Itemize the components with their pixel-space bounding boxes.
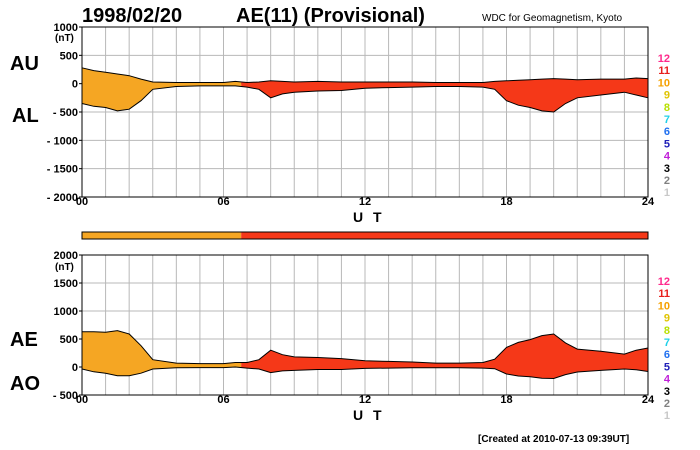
series-line-ae [82, 330, 649, 365]
x-axis-label-lower: U T [353, 407, 385, 423]
series-line-al [81, 85, 649, 113]
y-tick-label: 500 [60, 50, 78, 62]
label-au: AU [10, 53, 39, 75]
y-tick-label: 0 [72, 79, 78, 91]
y-tick-label: - 500 [53, 107, 78, 119]
created-timestamp: [Created at 2010-07-13 09:39UT] [478, 434, 629, 445]
legend-count-label: 3 [664, 386, 670, 398]
data-source: WDC for Geomagnetism, Kyoto [482, 13, 622, 24]
x-tick-label: 06 [217, 196, 229, 208]
series-line-au [81, 67, 649, 84]
legend-count-label: 5 [664, 138, 670, 150]
legend-count-label: 4 [664, 151, 671, 163]
legend-count-label: 1 [664, 187, 670, 199]
y-tick-label: 1500 [54, 278, 78, 290]
legend-count-label: 8 [664, 325, 670, 337]
y-tick-label: 2000 [54, 250, 78, 262]
y-tick-label: 500 [60, 334, 78, 346]
x-tick-label: 24 [642, 394, 655, 406]
plot-frame [81, 26, 649, 198]
legend-count-label: 6 [664, 349, 670, 361]
legend-count-label: 6 [664, 126, 670, 138]
legend-count-label: 12 [658, 53, 670, 65]
legend-count-label: 11 [658, 65, 670, 77]
x-axis-label-upper: U T [353, 209, 385, 225]
band-fill-red [241, 330, 648, 379]
legend-count-label: 8 [664, 102, 670, 114]
x-tick-label: 24 [642, 196, 655, 208]
legend-count-label: 5 [664, 361, 670, 373]
x-tick-label: 18 [500, 394, 512, 406]
station-bar-frame [81, 231, 649, 240]
plot-frame [81, 254, 649, 396]
x-tick-label: 06 [217, 394, 229, 406]
x-tick-label: 00 [76, 196, 88, 208]
legend-count-label: 3 [664, 163, 670, 175]
unit-label-lower: (nT) [55, 262, 74, 273]
y-tick-label: 1000 [54, 306, 78, 318]
y-tick-label: - 1000 [47, 135, 78, 147]
station-bar-segment [241, 232, 648, 239]
legend-count-label: 7 [664, 337, 670, 349]
x-tick-label: 12 [359, 196, 371, 208]
legend-count-label: 4 [664, 374, 671, 386]
x-tick-label: 12 [359, 394, 371, 406]
y-tick-label: 0 [72, 362, 78, 374]
legend-count-label: 9 [664, 313, 670, 325]
unit-label-upper: (nT) [55, 33, 74, 44]
legend-count-label: 10 [658, 300, 670, 312]
chart-date: 1998/02/20 [82, 5, 182, 27]
x-tick-label: 18 [500, 196, 512, 208]
chart-title: AE(11) (Provisional) [236, 5, 425, 27]
legend-count-label: 11 [658, 288, 670, 300]
y-tick-label: 1000 [54, 22, 78, 34]
legend-count-label: 7 [664, 114, 670, 126]
station-bar-segment [82, 232, 242, 239]
station-count-bar [81, 231, 649, 240]
label-al: AL [12, 105, 39, 127]
legend-count-label: 1 [664, 410, 670, 422]
legend-count-label: 9 [664, 90, 670, 102]
y-tick-label: - 1500 [47, 164, 78, 176]
legend-count-label: 12 [658, 276, 670, 288]
label-ao: AO [10, 373, 40, 395]
y-tick-label: - 500 [53, 390, 78, 402]
series-line-ao [81, 366, 649, 380]
legend-count-label: 2 [664, 175, 670, 187]
label-ae: AE [10, 329, 38, 351]
legend-count-label: 10 [658, 77, 670, 89]
x-tick-label: 00 [76, 394, 88, 406]
legend-count-label: 2 [664, 398, 670, 410]
y-tick-label: - 2000 [47, 192, 78, 204]
